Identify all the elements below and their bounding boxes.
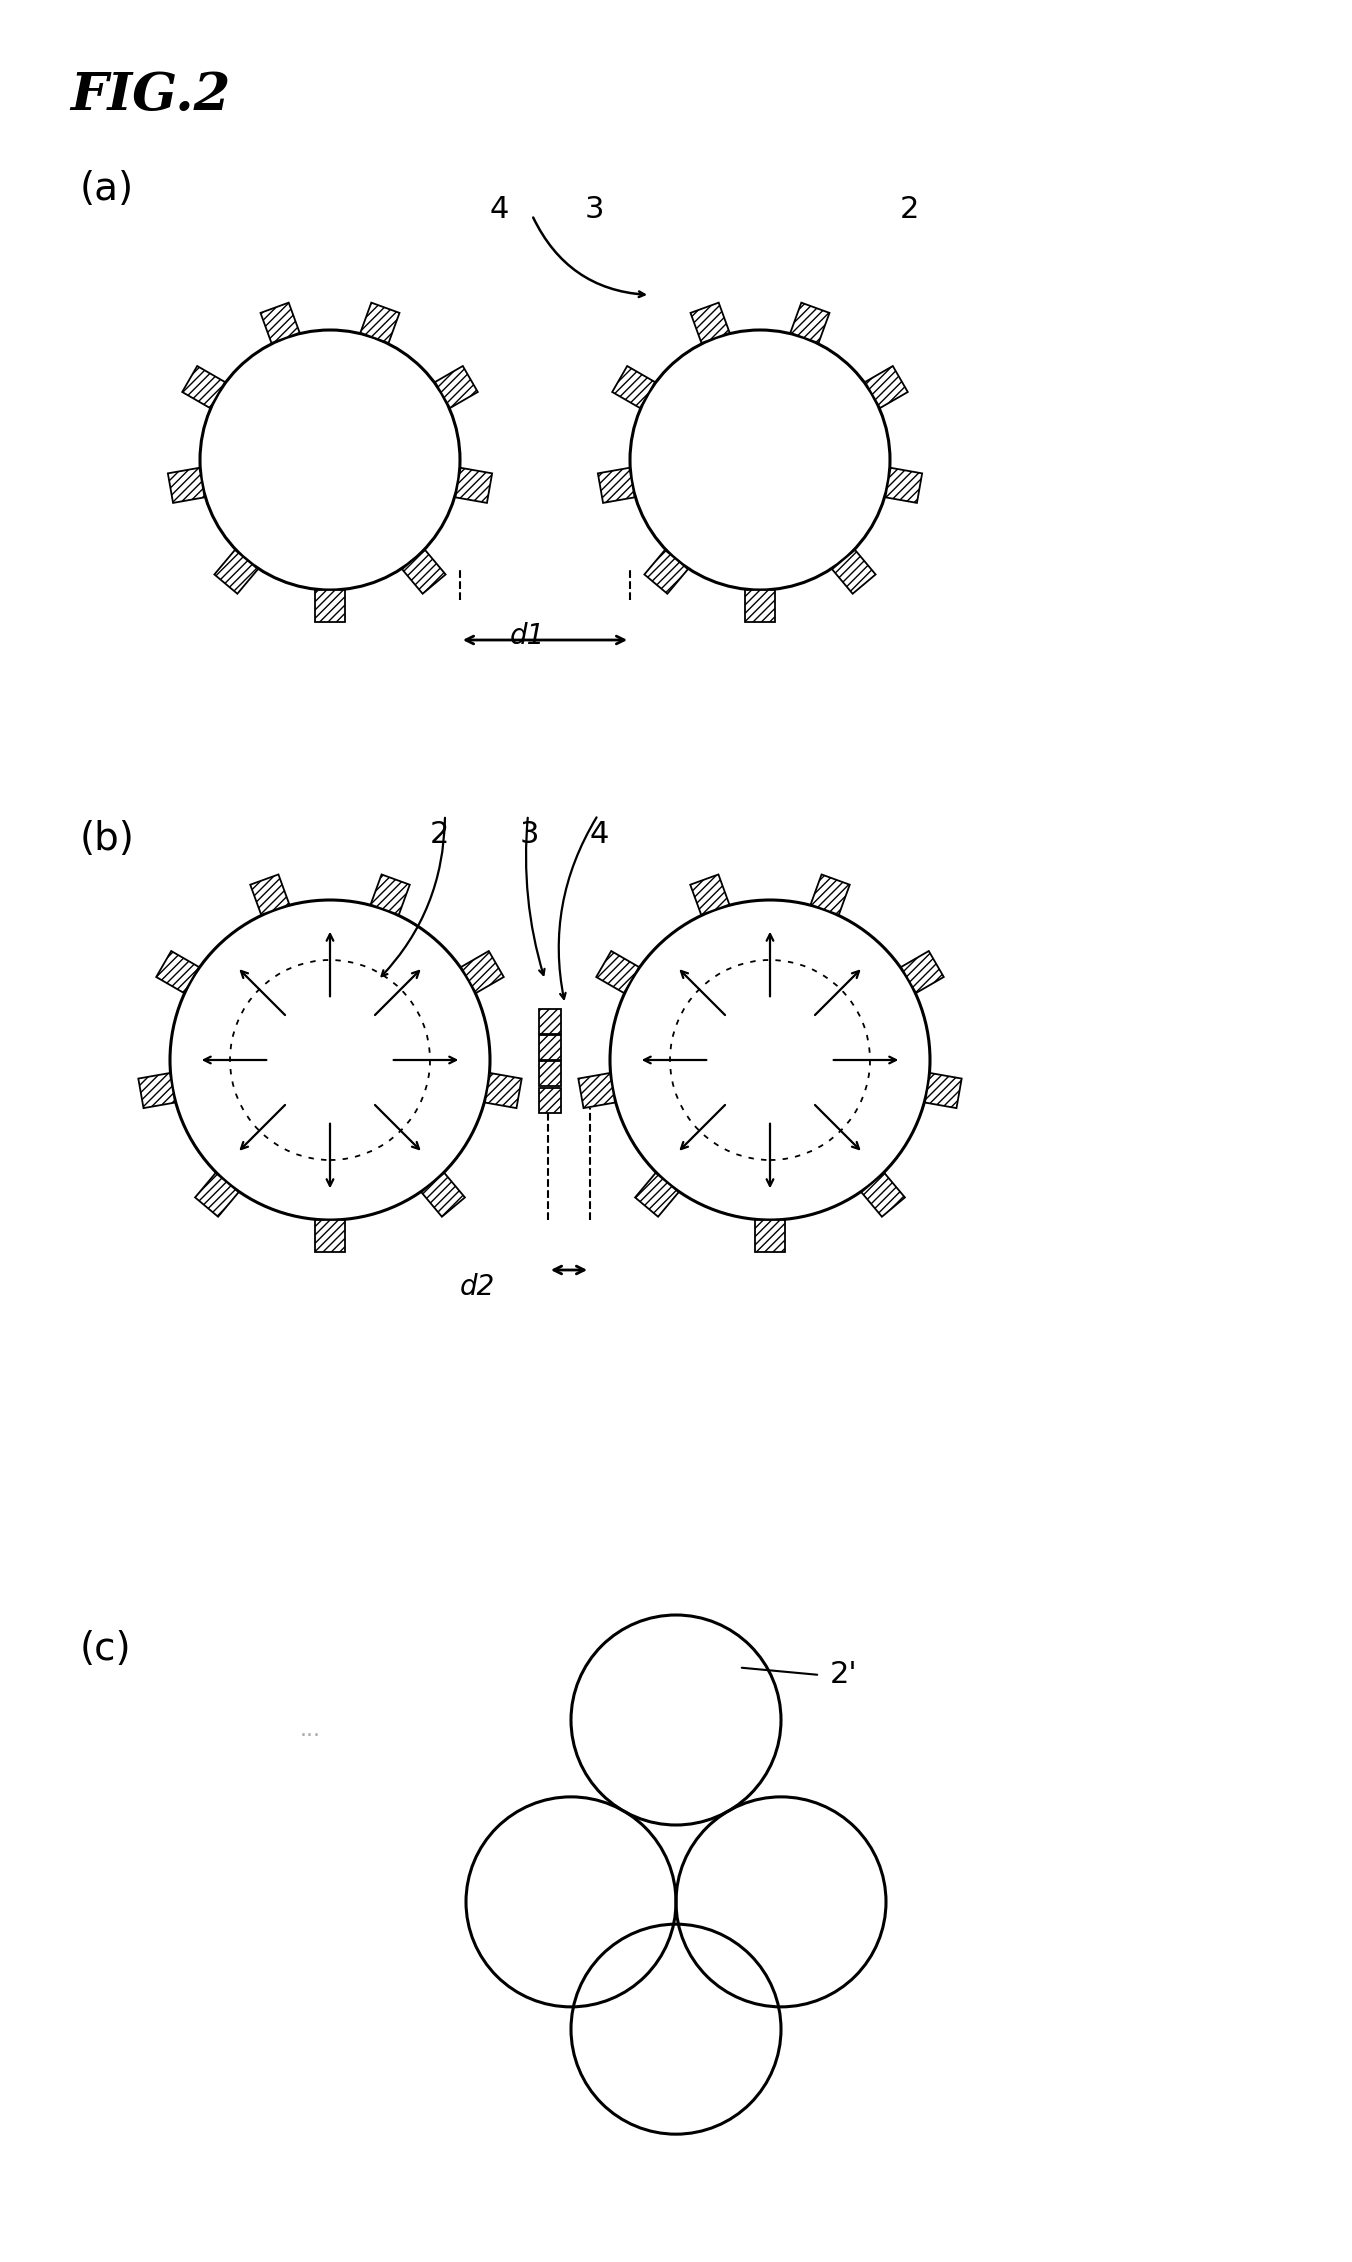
Polygon shape: [861, 1174, 904, 1217]
Polygon shape: [461, 950, 504, 993]
Polygon shape: [925, 1072, 961, 1108]
Polygon shape: [645, 550, 688, 593]
Polygon shape: [261, 303, 300, 344]
Polygon shape: [422, 1174, 465, 1217]
Polygon shape: [138, 1072, 174, 1108]
Polygon shape: [579, 1072, 615, 1108]
Polygon shape: [195, 1174, 239, 1217]
Polygon shape: [811, 875, 850, 914]
Text: ...: ...: [300, 1719, 320, 1739]
Polygon shape: [691, 303, 730, 344]
Polygon shape: [596, 950, 639, 993]
Polygon shape: [315, 1219, 345, 1251]
Polygon shape: [456, 468, 492, 502]
Polygon shape: [831, 550, 876, 593]
Text: (a): (a): [80, 170, 134, 208]
FancyBboxPatch shape: [539, 1088, 561, 1113]
Polygon shape: [900, 950, 944, 993]
Text: 2: 2: [900, 195, 919, 224]
Polygon shape: [361, 303, 399, 344]
Polygon shape: [168, 468, 204, 502]
Text: 2': 2': [830, 1660, 857, 1690]
Polygon shape: [435, 366, 477, 407]
Text: 4: 4: [589, 821, 610, 848]
Text: d1: d1: [510, 622, 545, 649]
Polygon shape: [370, 875, 410, 914]
Polygon shape: [691, 875, 729, 914]
Text: 4: 4: [489, 195, 510, 224]
Polygon shape: [745, 590, 775, 622]
Polygon shape: [485, 1072, 522, 1108]
Text: (c): (c): [80, 1631, 131, 1667]
Polygon shape: [215, 550, 258, 593]
Polygon shape: [598, 468, 634, 502]
Polygon shape: [183, 366, 224, 407]
FancyBboxPatch shape: [539, 1009, 561, 1034]
Text: FIG.2: FIG.2: [70, 70, 230, 120]
Polygon shape: [635, 1174, 679, 1217]
FancyBboxPatch shape: [539, 1036, 561, 1061]
Polygon shape: [865, 366, 907, 407]
FancyBboxPatch shape: [539, 1061, 561, 1086]
Text: d2: d2: [460, 1274, 495, 1301]
Polygon shape: [612, 366, 654, 407]
Text: 3: 3: [521, 821, 539, 848]
Polygon shape: [315, 590, 345, 622]
Polygon shape: [250, 875, 289, 914]
Text: 3: 3: [585, 195, 604, 224]
Text: (b): (b): [80, 821, 135, 857]
Polygon shape: [791, 303, 830, 344]
Text: 2: 2: [430, 821, 449, 848]
Polygon shape: [157, 950, 199, 993]
Polygon shape: [886, 468, 922, 502]
Polygon shape: [754, 1219, 786, 1251]
Polygon shape: [402, 550, 446, 593]
